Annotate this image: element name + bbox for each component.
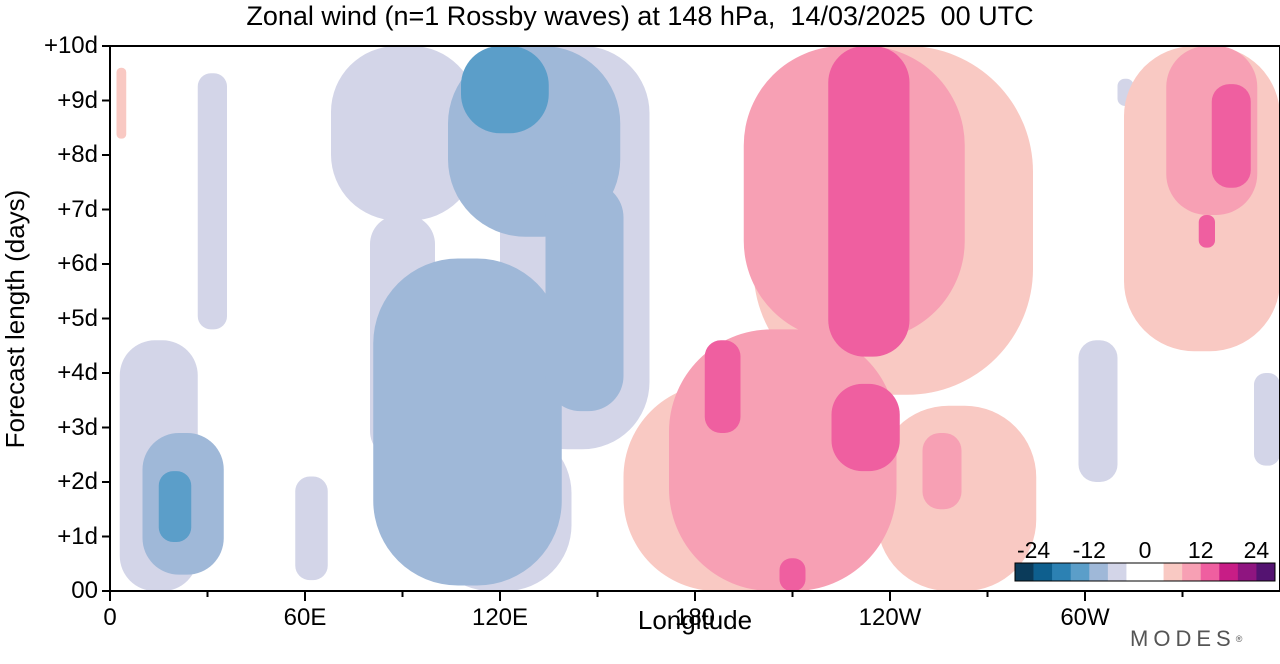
x-tick-label: 60W bbox=[1060, 604, 1110, 631]
colorbar bbox=[1014, 562, 1276, 582]
contour-negative-m4-7 bbox=[1078, 340, 1118, 482]
colorbar-cell bbox=[1015, 563, 1034, 581]
colorbar-cell bbox=[1256, 563, 1276, 581]
x-tick-label: 120W bbox=[858, 604, 922, 631]
contour-positive-p12-3 bbox=[779, 558, 806, 591]
x-tick-label: 60E bbox=[283, 604, 327, 631]
y-tick-label: 00 bbox=[71, 577, 98, 604]
contour-positive-p12-0 bbox=[704, 340, 741, 433]
contour-positive-p12-2 bbox=[831, 383, 900, 472]
y-tick-label: +5d bbox=[57, 304, 98, 332]
colorbar-tick-label: -12 bbox=[1072, 537, 1106, 563]
y-tick-label: +2d bbox=[57, 468, 98, 495]
x-tick-label: 180 bbox=[674, 604, 716, 631]
colorbar-cell bbox=[1219, 563, 1239, 581]
chart-title: Zonal wind (n=1 Rossby waves) at 148 hPa… bbox=[246, 1, 1034, 31]
logo-text: MODES bbox=[1130, 626, 1236, 651]
registered-mark: ® bbox=[1235, 634, 1243, 644]
colorbar-cell bbox=[1200, 563, 1220, 581]
colorbar-cell bbox=[1126, 563, 1146, 581]
colorbar-tick-label: 12 bbox=[1187, 537, 1214, 563]
contour-negative-m8-3 bbox=[545, 182, 624, 412]
colorbar-cell bbox=[1163, 563, 1183, 581]
colorbar-tick-label: -24 bbox=[1016, 537, 1051, 563]
colorbar-cell bbox=[1089, 563, 1109, 581]
y-tick-label: +8d bbox=[57, 141, 98, 168]
contour-negative-m4-9 bbox=[1254, 373, 1280, 466]
colorbar-cell bbox=[1237, 563, 1257, 581]
x-tick-label: 120E bbox=[471, 604, 529, 631]
contour-positive-p8-2 bbox=[922, 432, 962, 510]
modes-logo: MODES® bbox=[1130, 626, 1242, 652]
contour-negative-m12-0 bbox=[158, 471, 192, 542]
x-tick-label: 0 bbox=[103, 604, 117, 631]
y-tick-label: +10d bbox=[43, 32, 98, 59]
colorbar-cell bbox=[1070, 563, 1090, 581]
contour-negative-m8-1 bbox=[373, 258, 562, 586]
contour-positive-p12-5 bbox=[1198, 214, 1215, 248]
contour-negative-m4-3 bbox=[331, 46, 478, 221]
colorbar-frame bbox=[1014, 562, 1276, 582]
colorbar-cell bbox=[1145, 563, 1164, 581]
colorbar-tick-label: 24 bbox=[1243, 537, 1270, 563]
y-tick-label: +9d bbox=[57, 86, 98, 114]
contour-negative-m12-1 bbox=[461, 46, 549, 134]
y-tick-label: +7d bbox=[57, 195, 98, 223]
colorbar-tick-label: 0 bbox=[1138, 537, 1152, 563]
contour-negative-m4-1 bbox=[197, 73, 227, 330]
contour-positive-p12-4 bbox=[1211, 84, 1251, 188]
colorbar-cell bbox=[1107, 563, 1127, 581]
colorbar-cell bbox=[1182, 563, 1202, 581]
contour-negative-m4-2 bbox=[295, 476, 328, 581]
x-axis-label: Longitude bbox=[637, 605, 753, 635]
y-tick-label: +4d bbox=[57, 359, 98, 386]
axis-ticks bbox=[102, 45, 1184, 601]
y-tick-label: +6d bbox=[57, 250, 98, 277]
contour-positive-p12-1 bbox=[828, 46, 910, 357]
colorbar-cell bbox=[1052, 563, 1072, 581]
y-tick-label: +1d bbox=[57, 522, 98, 550]
colorbar-cell bbox=[1033, 563, 1053, 581]
y-tick-label: +3d bbox=[57, 413, 98, 441]
contour-positive-p4-0 bbox=[116, 67, 127, 139]
contour-fields bbox=[116, 46, 1280, 591]
